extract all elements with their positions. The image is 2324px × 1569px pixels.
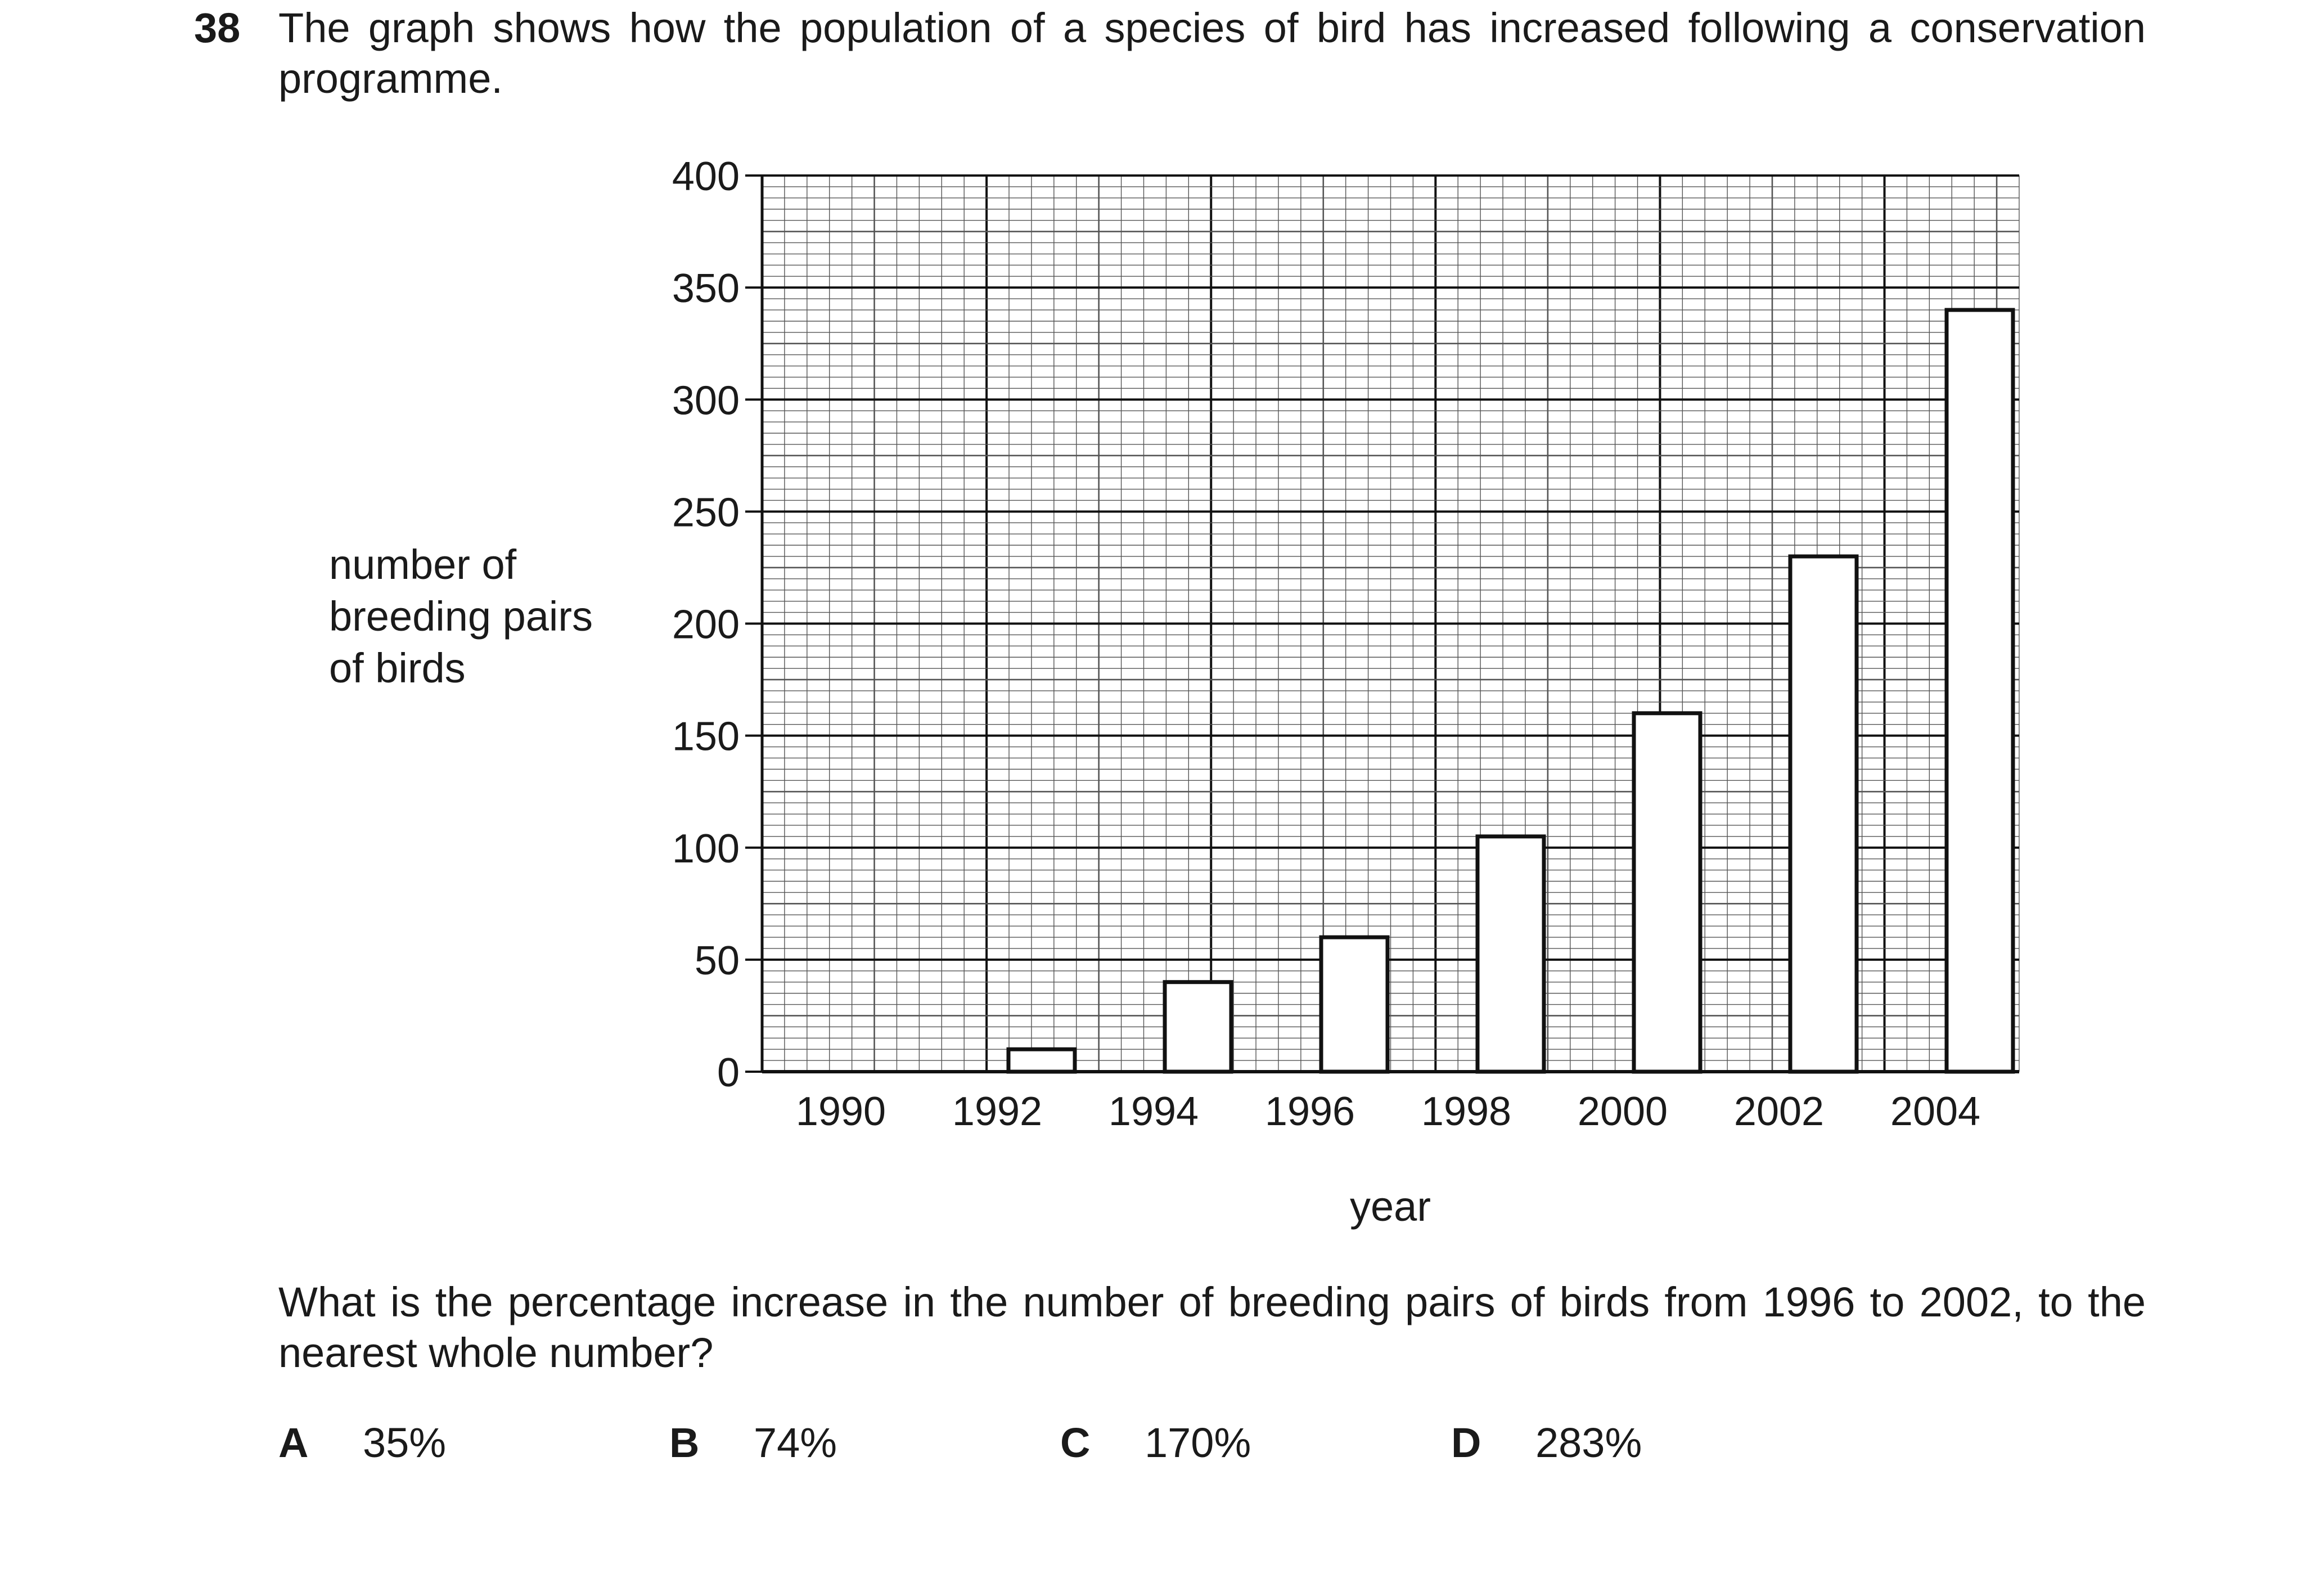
y-tick-label: 50 [695, 938, 740, 983]
x-tick-label-2002: 2002 [1734, 1089, 1824, 1134]
option-b[interactable]: B 74% [669, 1418, 837, 1468]
bar-2002 [1788, 554, 1859, 1074]
option-c-letter: C [1060, 1419, 1091, 1466]
x-tick-label-2004: 2004 [1890, 1089, 1980, 1134]
y-tick-label: 150 [672, 714, 740, 759]
y-axis-label: number of breeding pairs of birds [329, 539, 593, 694]
bar-chart: 0 50 100 150 200 250 300 350 400 1990 1992 1994 1996… [672, 154, 2020, 1230]
option-d-text: 283% [1535, 1419, 1642, 1466]
y-axis-label-line-3: of birds [329, 645, 466, 691]
y-tick-label: 200 [672, 603, 740, 648]
bar-1994 [1163, 980, 1233, 1074]
x-tick-label-1998: 1998 [1421, 1089, 1511, 1134]
grid [761, 174, 2020, 1073]
y-axis-label-line-2: breeding pairs [329, 593, 593, 640]
y-tick-label: 300 [672, 378, 740, 423]
option-a-letter: A [278, 1419, 309, 1466]
y-tick-label: 250 [672, 490, 740, 535]
bar-1992 [1006, 1047, 1077, 1074]
question-intro: The graph shows how the population of a … [278, 5, 2146, 102]
x-tick-label-1992: 1992 [952, 1089, 1042, 1134]
y-tick-label: 100 [672, 826, 740, 871]
x-tick-label-1996: 1996 [1265, 1089, 1355, 1134]
option-a-text: 35% [363, 1419, 447, 1466]
question-prompt: What is the percentage increase in the n… [278, 1279, 2146, 1376]
question-number: 38 [194, 5, 241, 51]
y-axis-label-line-1: number of [329, 541, 517, 588]
x-tick-label-1994: 1994 [1109, 1089, 1199, 1134]
option-d-letter: D [1451, 1419, 1481, 1466]
y-tick-label: 350 [672, 266, 740, 311]
option-b-letter: B [669, 1419, 700, 1466]
y-tick-label: 400 [672, 154, 740, 199]
option-c[interactable]: C 170% [1060, 1418, 1251, 1468]
option-a[interactable]: A 35% [278, 1418, 446, 1468]
x-tick-label-2000: 2000 [1578, 1089, 1668, 1134]
bar-2004 [1944, 308, 2015, 1074]
bar-1996 [1319, 935, 1390, 1074]
bar-1998 [1475, 834, 1546, 1074]
option-d[interactable]: D 283% [1451, 1418, 1642, 1468]
option-c-text: 170% [1145, 1419, 1251, 1466]
y-tick-label: 0 [717, 1050, 740, 1095]
x-tick-label-1990: 1990 [796, 1089, 886, 1134]
option-b-text: 74% [754, 1419, 837, 1466]
x-axis-label: year [1350, 1183, 1431, 1230]
bar-2000 [1632, 711, 1703, 1074]
